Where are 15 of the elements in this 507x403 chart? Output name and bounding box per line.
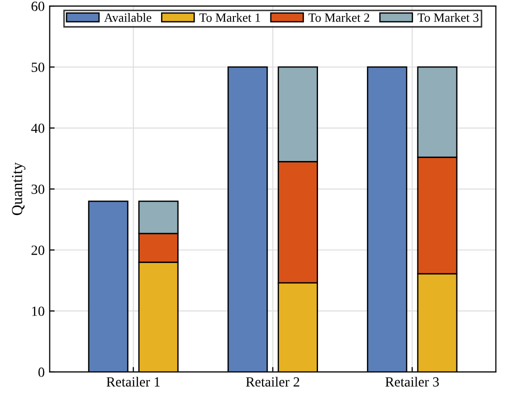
y-tick-label: 0 [38,368,44,377]
y-tick-label: 10 [32,306,44,316]
x-tick-label: Retailer 2 [246,376,300,387]
legend-label: To Market 3 [418,13,479,22]
y-tick-label: 60 [32,2,44,11]
x-tick-label: Retailer 1 [106,376,160,387]
legend-label: To Market 2 [308,13,370,22]
x-tick-label: Retailer 3 [385,376,439,387]
y-tick-label: 20 [32,246,44,255]
legend-label: To Market 1 [199,13,260,22]
y-tick-label: 30 [32,184,44,194]
legend-label: Available [104,13,152,22]
y-axis-title: Quantity [12,162,26,216]
y-tick-label: 50 [32,62,44,72]
y-tick-label: 40 [31,124,44,133]
